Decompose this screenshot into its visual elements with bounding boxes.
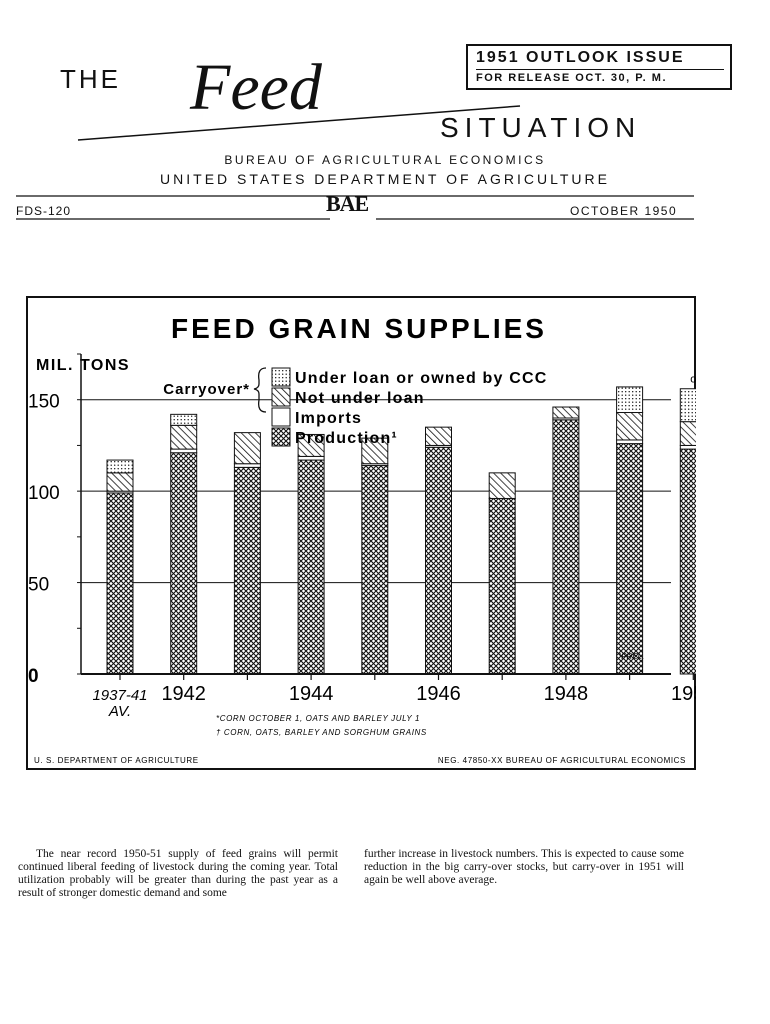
- bar-segment: [425, 446, 452, 675]
- release-note: FOR RELEASE OCT. 30, P. M.: [476, 69, 724, 84]
- masthead-situation: SITUATION: [440, 112, 642, 143]
- bar-segment: [425, 426, 452, 446]
- bar-segment: [679, 448, 696, 675]
- bar-segment: [106, 472, 134, 492]
- bar-segment: [488, 497, 516, 675]
- legend-swatch: [271, 387, 291, 407]
- legend-label: Imports: [295, 410, 362, 427]
- y-tick-label: 100: [28, 483, 60, 504]
- legend-swatch: [271, 427, 291, 447]
- bar-segment: [297, 459, 325, 675]
- bar-segment: [361, 437, 389, 465]
- bar-segment: [616, 439, 644, 445]
- masthead-swash-rule: [77, 105, 521, 141]
- bar-segment: [297, 455, 325, 461]
- bar-segment: [170, 448, 198, 454]
- bar-segment: [679, 388, 696, 423]
- report-id: FDS-120: [16, 204, 72, 218]
- bureau-name: BUREAU OF AGRICULTURAL ECONOMICS: [224, 153, 546, 167]
- bar-segment: [106, 459, 134, 474]
- bar-segment: [170, 424, 198, 450]
- bar-segment: [233, 466, 261, 675]
- bar-segment: [170, 452, 198, 675]
- chart-credit-right: NEG. 47850-XX BUREAU OF AGRICULTURAL ECO…: [438, 756, 686, 765]
- legend-group-label: Carryover*: [163, 381, 250, 398]
- bar-segment: [679, 444, 696, 450]
- department-name: UNITED STATES DEPARTMENT OF AGRICULTURE: [160, 171, 610, 187]
- issue-title: 1951 OUTLOOK ISSUE: [476, 49, 685, 66]
- x-tick-label: 1942: [161, 683, 206, 705]
- bar-segment: [552, 406, 580, 419]
- y-tick-label: 150: [28, 392, 60, 413]
- legend-label: Production¹: [295, 430, 398, 447]
- feed-grain-chart: FEED GRAIN SUPPLIES MIL. TONS Under loan…: [28, 313, 696, 765]
- bar-segment: [170, 413, 198, 426]
- x-tick-label: 1937-41: [92, 687, 147, 704]
- preliminary-marker: o: [690, 374, 696, 386]
- x-tick-label: 1946: [416, 683, 461, 705]
- chart-footnote: † CORN, OATS, BARLEY AND SORGHUM GRAINS: [216, 728, 427, 737]
- y-tick-label: 0: [28, 666, 39, 687]
- x-tick-label-line2: AV.: [108, 703, 131, 720]
- body-column-left: The near record 1950-51 supply of feed g…: [18, 848, 338, 899]
- bar-segment: [552, 419, 580, 675]
- x-tick-label: 1950: [671, 683, 696, 705]
- masthead-the: THE: [60, 64, 121, 94]
- bar-segment: [361, 465, 389, 675]
- legend-brace: [253, 367, 267, 413]
- feed-logo: Feed: [190, 51, 322, 124]
- bar-segment: [616, 412, 644, 441]
- x-tick-label: 1948: [544, 683, 589, 705]
- y-axis-label: MIL. TONS: [36, 357, 130, 374]
- bar-segment: [488, 472, 516, 499]
- outlook-issue-box: 1951 OUTLOOK ISSUE FOR RELEASE OCT. 30, …: [466, 44, 732, 90]
- y-tick-label: 50: [28, 575, 49, 596]
- legend-label: Not under loan: [295, 390, 425, 407]
- legend-label: Under loan or owned by CCC: [295, 370, 548, 387]
- bar-segment: [679, 421, 696, 446]
- bar-segment: [616, 386, 644, 414]
- bar-segment: [297, 433, 325, 457]
- x-tick-label: 1944: [289, 683, 334, 705]
- body-column-right: further increase in livestock numbers. T…: [364, 848, 684, 886]
- chart-footnote: *CORN OCTOBER 1, OATS AND BARLEY JULY 1: [216, 714, 420, 723]
- chart-credit-left: U. S. DEPARTMENT OF AGRICULTURE: [34, 756, 199, 765]
- chart-title: FEED GRAIN SUPPLIES: [171, 313, 547, 344]
- bae-logo: BAE: [326, 191, 369, 216]
- bar-segment: [233, 432, 261, 465]
- preliminary-note: °PREL.: [618, 652, 644, 661]
- bar-segment: [616, 443, 644, 675]
- bar-segment: [106, 492, 134, 675]
- legend-swatch: [271, 367, 291, 387]
- issue-date: OCTOBER 1950: [570, 204, 678, 218]
- legend-swatch: [271, 407, 291, 427]
- masthead-rules: [16, 105, 694, 220]
- bar-segment: [233, 463, 261, 468]
